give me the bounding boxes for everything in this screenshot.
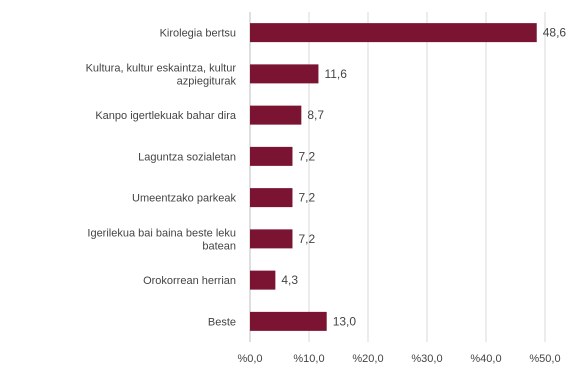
bar <box>250 23 537 43</box>
bar <box>250 105 302 125</box>
bar <box>250 188 293 208</box>
value-label: 48,6 <box>543 26 567 40</box>
gridlines <box>249 12 546 342</box>
bar <box>250 64 319 84</box>
value-label: 7,2 <box>298 191 315 205</box>
value-label: 11,6 <box>324 67 347 81</box>
x-tick-label: %0,0 <box>237 353 262 365</box>
x-tick-label: %10,0 <box>293 353 324 365</box>
value-label: 7,2 <box>298 232 315 246</box>
category-label: Kultura, kultur eskaintza, kultur azpiegi… <box>86 62 237 87</box>
category-label: Kirolegia bertsu <box>160 28 236 40</box>
bar <box>250 146 293 166</box>
bar <box>250 311 327 331</box>
value-label: 13,0 <box>333 314 357 328</box>
value-label: 8,7 <box>307 108 324 122</box>
category-labels: Kirolegia bertsu Kultura, kultur eskaintz… <box>86 28 237 329</box>
category-label: Orokorrean herrian <box>143 275 236 287</box>
x-tick-label: %30,0 <box>411 353 442 365</box>
category-label: Laguntza sozialetan <box>138 151 236 163</box>
category-label: Umeentzako parkeak <box>132 193 236 205</box>
x-tick-label: %40,0 <box>470 353 501 365</box>
value-labels: 48,6 11,6 8,7 7,2 7,2 7,2 4,3 13,0 <box>281 26 566 329</box>
category-label: Kanpo igertlekuak bahar dira <box>95 110 237 122</box>
value-label: 7,2 <box>298 149 315 163</box>
bar <box>250 229 293 249</box>
category-label: Igerilekua bai baina beste leku batean <box>87 227 236 252</box>
x-tick-label: %50,0 <box>529 353 560 365</box>
category-label: Beste <box>208 316 236 328</box>
bar <box>250 270 276 290</box>
bars <box>250 23 537 331</box>
value-label: 4,3 <box>281 273 298 287</box>
x-axis-tick-labels: %0,0 %10,0 %20,0 %30,0 %40,0 %50,0 <box>237 353 560 365</box>
x-tick-label: %20,0 <box>352 353 383 365</box>
